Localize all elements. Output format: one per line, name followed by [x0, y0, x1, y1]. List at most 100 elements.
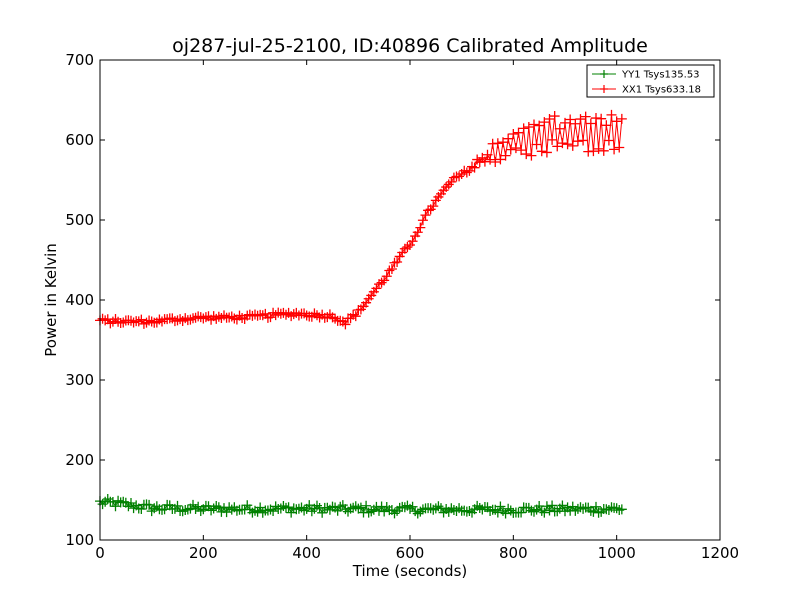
data-point	[350, 501, 361, 512]
data-point	[412, 227, 423, 238]
y-axis-label: Power in Kelvin	[42, 243, 60, 357]
data-point	[433, 501, 444, 512]
x-tick-label: 1200	[701, 544, 739, 562]
data-point	[593, 143, 604, 154]
data-point	[508, 128, 519, 139]
data-point	[381, 271, 392, 282]
data-point	[464, 165, 475, 176]
data-point	[417, 504, 428, 515]
data-point	[572, 136, 583, 147]
data-point	[172, 500, 183, 511]
series-layer	[95, 109, 627, 519]
data-point	[379, 506, 390, 517]
data-point	[247, 507, 258, 518]
data-point	[392, 257, 403, 268]
data-point	[611, 116, 622, 127]
data-point	[567, 140, 578, 151]
data-point	[149, 503, 160, 514]
data-point	[257, 507, 268, 518]
data-point	[270, 310, 281, 321]
data-point	[596, 113, 607, 124]
data-point	[250, 505, 260, 516]
data-point	[614, 505, 625, 516]
data-point	[544, 113, 555, 124]
data-point	[485, 154, 496, 165]
data-point	[552, 141, 563, 152]
data-point	[570, 505, 581, 516]
data-point	[443, 179, 454, 190]
data-point	[562, 139, 573, 150]
data-point	[405, 503, 415, 514]
data-point	[554, 123, 565, 134]
data-point	[237, 313, 248, 324]
data-point	[211, 313, 222, 324]
data-point	[603, 504, 614, 515]
data-point	[591, 113, 601, 124]
data-point	[136, 314, 147, 325]
data-point	[355, 502, 366, 513]
data-point	[136, 503, 147, 514]
data-point	[485, 506, 496, 517]
legend: YY1 Tsys135.53 XX1 Tsys633.18	[586, 64, 715, 98]
data-point	[492, 507, 503, 518]
data-point	[614, 142, 625, 153]
data-point	[516, 145, 527, 156]
data-point	[521, 149, 532, 160]
data-point	[565, 114, 576, 125]
data-point	[523, 121, 534, 132]
data-point	[547, 500, 558, 511]
data-point	[268, 506, 279, 517]
axes-frame	[99, 59, 721, 541]
data-point	[255, 502, 266, 513]
data-point	[278, 501, 289, 512]
legend-label: XX1 Tsys633.18	[622, 85, 701, 96]
x-axis: 0 200 400 600 800 1000 1200	[95, 60, 739, 562]
data-point	[603, 135, 614, 146]
legend-marker	[600, 85, 608, 93]
data-point	[353, 503, 364, 514]
data-point	[133, 316, 144, 327]
data-point	[472, 500, 483, 511]
data-point	[208, 503, 219, 514]
data-point	[448, 172, 459, 183]
y-tick-label: 300	[65, 371, 94, 389]
data-point	[371, 283, 382, 294]
data-point	[407, 501, 418, 512]
data-point	[118, 496, 129, 507]
data-point	[275, 308, 286, 319]
data-point	[193, 311, 204, 322]
data-point	[407, 236, 418, 247]
data-point	[541, 501, 552, 512]
data-point	[402, 242, 413, 253]
data-point	[423, 205, 434, 216]
data-point	[616, 113, 627, 124]
data-point	[340, 319, 351, 330]
x-tick-label: 1000	[598, 544, 636, 562]
data-point	[389, 508, 400, 519]
data-point	[591, 501, 601, 512]
data-point	[193, 501, 204, 512]
data-point	[105, 318, 116, 329]
data-point	[464, 505, 475, 516]
data-point	[575, 114, 586, 125]
data-point	[138, 318, 149, 329]
data-point	[536, 146, 547, 157]
data-point	[348, 309, 359, 320]
data-point	[162, 314, 173, 325]
y-tick-label: 400	[65, 291, 94, 309]
data-point	[492, 138, 503, 149]
data-point	[467, 161, 477, 172]
data-point	[516, 507, 527, 518]
data-point	[337, 500, 348, 511]
data-point	[219, 310, 229, 321]
series-2	[95, 109, 627, 330]
data-point	[541, 147, 552, 158]
data-point	[616, 504, 627, 515]
x-tick-label: 400	[292, 544, 321, 562]
data-point	[306, 506, 317, 517]
data-point	[539, 507, 550, 518]
data-point	[386, 263, 397, 274]
data-point	[611, 503, 622, 514]
data-point	[500, 150, 511, 161]
data-point	[252, 506, 263, 517]
